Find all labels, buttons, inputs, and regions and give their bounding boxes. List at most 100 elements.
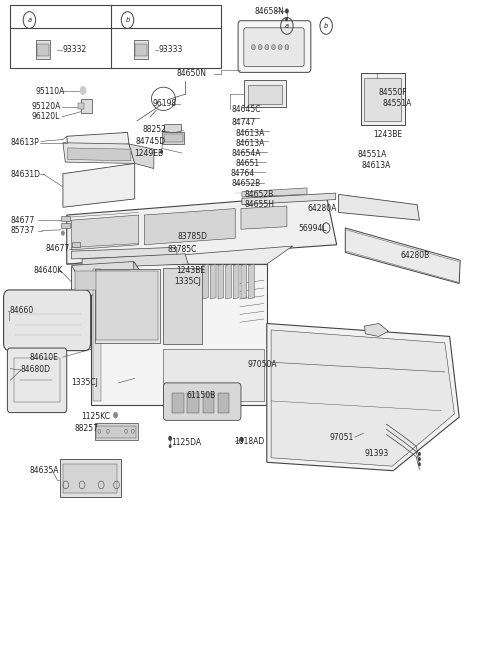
Polygon shape (134, 261, 142, 303)
Text: a: a (285, 23, 289, 29)
Polygon shape (67, 133, 129, 148)
Bar (96, 271, 157, 340)
Bar (10, 5, 221, 69)
Circle shape (168, 436, 172, 441)
Text: 85737: 85737 (10, 226, 35, 235)
Bar (364, 78, 401, 121)
Text: 88252: 88252 (143, 126, 166, 135)
Polygon shape (218, 264, 224, 299)
Polygon shape (72, 261, 142, 277)
Bar (72, 242, 80, 247)
Text: 84550F: 84550F (379, 88, 408, 97)
Polygon shape (63, 143, 135, 164)
Bar (162, 133, 184, 144)
Bar (244, 80, 286, 107)
Text: b: b (125, 17, 130, 23)
Polygon shape (72, 215, 139, 250)
Text: 84651: 84651 (235, 159, 259, 168)
Text: 84610E: 84610E (29, 353, 58, 362)
Bar (14, 358, 60, 402)
Circle shape (285, 17, 288, 21)
Text: 1243BE: 1243BE (373, 130, 402, 139)
Circle shape (272, 45, 276, 50)
Text: a: a (27, 17, 31, 23)
Polygon shape (203, 264, 208, 299)
Polygon shape (93, 269, 101, 401)
Text: 95120A: 95120A (32, 102, 61, 111)
Text: 84613A: 84613A (361, 162, 391, 170)
Text: 95110A: 95110A (35, 87, 64, 96)
Text: 84613A: 84613A (235, 139, 264, 148)
Text: 84645C: 84645C (231, 105, 261, 114)
Circle shape (418, 452, 421, 456)
Polygon shape (345, 228, 460, 283)
Text: 64280B: 64280B (400, 251, 430, 260)
Polygon shape (241, 206, 287, 229)
Circle shape (258, 45, 262, 50)
Bar (78, 103, 84, 109)
Text: 84613A: 84613A (235, 129, 264, 138)
Text: 84745D: 84745D (136, 137, 166, 146)
Text: 61150B: 61150B (186, 391, 216, 400)
Polygon shape (91, 264, 267, 405)
Polygon shape (164, 125, 181, 133)
Polygon shape (82, 254, 188, 268)
Bar (172, 393, 183, 413)
Circle shape (285, 8, 289, 14)
Text: 97050A: 97050A (248, 360, 277, 369)
Text: 84764: 84764 (230, 169, 255, 177)
Bar (187, 393, 199, 413)
Text: 84635A: 84635A (29, 466, 59, 475)
Text: 1018AD: 1018AD (234, 437, 264, 446)
Polygon shape (67, 246, 293, 264)
Text: 91393: 91393 (364, 450, 389, 459)
Text: 84660: 84660 (9, 306, 34, 315)
Text: 1335CJ: 1335CJ (72, 378, 98, 388)
Text: b: b (324, 23, 328, 29)
Polygon shape (129, 144, 154, 169)
Bar (248, 85, 282, 104)
Polygon shape (267, 324, 459, 471)
Polygon shape (144, 208, 235, 245)
Circle shape (265, 45, 269, 50)
Polygon shape (249, 264, 254, 299)
Polygon shape (67, 194, 336, 264)
Bar (81, 99, 92, 113)
Text: 83785D: 83785D (178, 232, 208, 241)
FancyBboxPatch shape (3, 290, 91, 351)
Polygon shape (338, 194, 420, 220)
Polygon shape (242, 188, 307, 197)
Text: 96198: 96198 (153, 100, 177, 109)
Text: 84631D: 84631D (10, 170, 40, 179)
Circle shape (168, 444, 171, 448)
Bar (61, 216, 70, 221)
Text: 84677: 84677 (46, 244, 70, 253)
Bar (61, 223, 70, 228)
Text: 1249EB: 1249EB (134, 149, 163, 158)
Bar (96, 426, 136, 439)
Polygon shape (68, 148, 131, 161)
Text: 88257: 88257 (75, 424, 99, 433)
Circle shape (240, 437, 244, 443)
Circle shape (61, 230, 65, 236)
Polygon shape (364, 324, 388, 336)
Text: 84652B: 84652B (245, 190, 274, 199)
Polygon shape (233, 264, 239, 299)
Bar (360, 73, 405, 125)
Text: 84680D: 84680D (21, 366, 51, 375)
Text: 1335CJ: 1335CJ (174, 277, 201, 286)
Text: 84551A: 84551A (357, 150, 386, 159)
Bar (134, 40, 148, 60)
Text: 84652B: 84652B (231, 179, 261, 188)
Text: 84551A: 84551A (382, 100, 411, 109)
Bar (63, 465, 118, 492)
Text: 1125DA: 1125DA (171, 438, 201, 447)
Text: 83785C: 83785C (167, 245, 197, 254)
Text: 1125KC: 1125KC (81, 412, 110, 421)
Text: 64280A: 64280A (307, 204, 336, 213)
Circle shape (80, 86, 86, 95)
FancyBboxPatch shape (238, 21, 311, 72)
Polygon shape (210, 264, 216, 299)
Text: 84658N: 84658N (254, 6, 284, 16)
Text: 84747: 84747 (231, 118, 256, 127)
